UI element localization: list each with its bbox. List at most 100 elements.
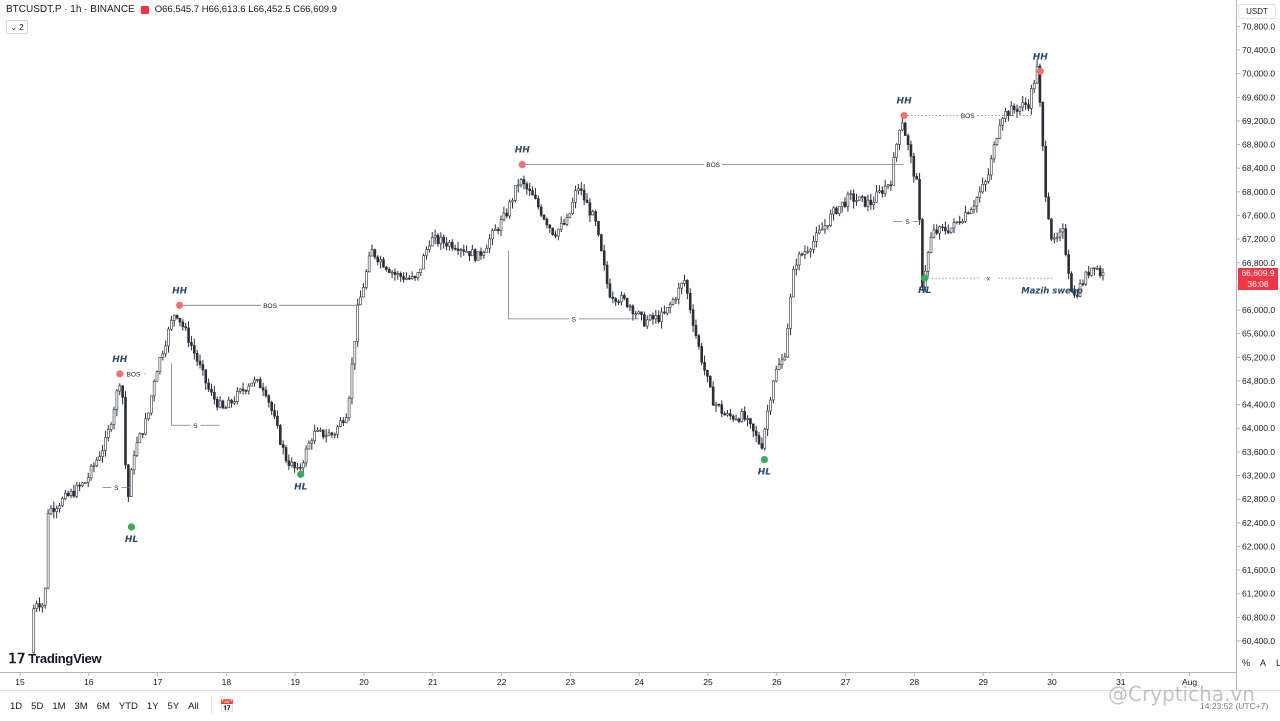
structure-label-bg: [704, 160, 723, 169]
candle-body: [978, 191, 982, 198]
candle-body: [1090, 267, 1093, 276]
indicator-collapse-button[interactable]: ⌄ 2: [6, 20, 28, 34]
candle-body: [536, 198, 540, 208]
log-scale-button[interactable]: L: [1276, 658, 1280, 668]
candle-body: [296, 466, 299, 469]
candle-body: [284, 447, 288, 462]
candle-body: [264, 389, 268, 397]
range-5y-button[interactable]: 5Y: [167, 700, 180, 712]
candle-body: [485, 247, 488, 253]
chart-legend: BTCUSDT.P · 1h · BINANCE O66,545.7 H66,6…: [6, 4, 337, 15]
candle-body: [559, 222, 563, 230]
candle-body: [344, 417, 348, 424]
candle-body: [1032, 82, 1036, 89]
candle-body: [112, 409, 116, 425]
candle-body: [1070, 273, 1073, 292]
candle-body: [663, 311, 666, 314]
candle-body: [806, 251, 810, 253]
structure-label-bg: [124, 369, 143, 378]
candle-body: [496, 228, 500, 231]
candle-body: [975, 197, 979, 207]
price-tick-label: 62,400.0: [1242, 518, 1275, 528]
candle-body: [826, 225, 830, 227]
candle-body: [38, 603, 41, 608]
candle-body: [766, 410, 769, 430]
currency-selector[interactable]: USDT: [1238, 4, 1276, 19]
candle-body: [860, 196, 864, 199]
candle-body: [86, 477, 90, 483]
candle-body: [1038, 65, 1042, 103]
candle-body: [909, 144, 913, 157]
calendar-goto-icon[interactable]: 📅: [219, 699, 235, 713]
candle-body: [665, 307, 669, 314]
tradingview-logo[interactable]: 𝟣𝟩 TradingView: [8, 650, 102, 667]
candle-body: [671, 299, 675, 305]
price-tick-label: 70,000.0: [1242, 69, 1275, 79]
candle-body: [118, 385, 122, 392]
indicator-count: 2: [19, 22, 24, 32]
candle-body: [32, 608, 36, 654]
time-tick-label: 17: [153, 677, 163, 687]
candle-body: [235, 391, 239, 402]
candle-body: [161, 353, 165, 358]
price-tick-label: 70,800.0: [1242, 21, 1275, 31]
candle-body: [1041, 102, 1045, 147]
candle-body: [1055, 236, 1059, 239]
range-3m-button[interactable]: 3M: [74, 700, 88, 712]
candle-body: [522, 179, 526, 185]
candle-body: [542, 214, 546, 220]
candle-body: [379, 259, 382, 263]
candle-body: [637, 311, 640, 315]
auto-scale-button[interactable]: A: [1260, 658, 1267, 668]
candle-body: [849, 193, 853, 196]
candle-body: [373, 249, 377, 258]
candle-body: [319, 429, 322, 432]
candle-body: [72, 490, 76, 497]
candle-body: [878, 190, 881, 193]
candle-body: [1004, 111, 1007, 119]
candle-body: [668, 303, 672, 308]
candle-body: [508, 201, 511, 217]
candle-body: [726, 413, 729, 416]
candle-body: [362, 287, 365, 298]
candle-body: [751, 423, 755, 432]
percent-scale-button[interactable]: %: [1242, 658, 1251, 668]
candle-body: [273, 410, 276, 417]
higher-low-marker: [760, 455, 769, 464]
price-chart[interactable]: BOS BOS BOS BOS x S S S S HH HL HH HL HH HL HH HL HH Mazih…: [0, 0, 1280, 690]
candle-body: [846, 193, 850, 207]
time-tick-label: 26: [772, 677, 782, 687]
candle-body: [680, 283, 683, 289]
candle-body: [708, 376, 712, 388]
candle-body: [949, 227, 953, 233]
candle-body: [866, 199, 870, 207]
candle-body: [181, 321, 185, 327]
candle-body: [144, 418, 147, 435]
higher-high-marker: [1036, 67, 1044, 75]
candle-body: [141, 433, 144, 435]
range-6m-button[interactable]: 6M: [96, 700, 110, 712]
range-1y-button[interactable]: 1Y: [146, 700, 159, 712]
sweep-bracket: [508, 250, 640, 320]
swing-label: HL: [294, 482, 308, 492]
candle-body: [244, 390, 248, 392]
symbol-label[interactable]: BTCUSDT.P · 1h · BINANCE: [6, 4, 135, 15]
candle-body: [276, 415, 279, 426]
candle-body: [746, 418, 749, 420]
candle-body: [895, 143, 898, 158]
candle-body: [815, 232, 818, 242]
candle-body: [772, 380, 775, 401]
candle-body: [981, 184, 984, 193]
range-5d-button[interactable]: 5D: [31, 700, 44, 712]
candle-body: [250, 382, 253, 387]
candle-body: [594, 211, 597, 222]
timezone-clock[interactable]: 14:23:52 (UTC+7): [1200, 701, 1269, 711]
range-1d-button[interactable]: 1D: [10, 700, 23, 712]
candle-body: [835, 207, 838, 214]
price-tick-label: 64,800.0: [1242, 376, 1275, 386]
candle-body: [852, 193, 855, 202]
range-1m-button[interactable]: 1M: [52, 700, 66, 712]
structure-label: BOS: [127, 371, 141, 378]
range-ytd-button[interactable]: YTD: [118, 700, 138, 712]
range-all-button[interactable]: All: [188, 700, 199, 712]
